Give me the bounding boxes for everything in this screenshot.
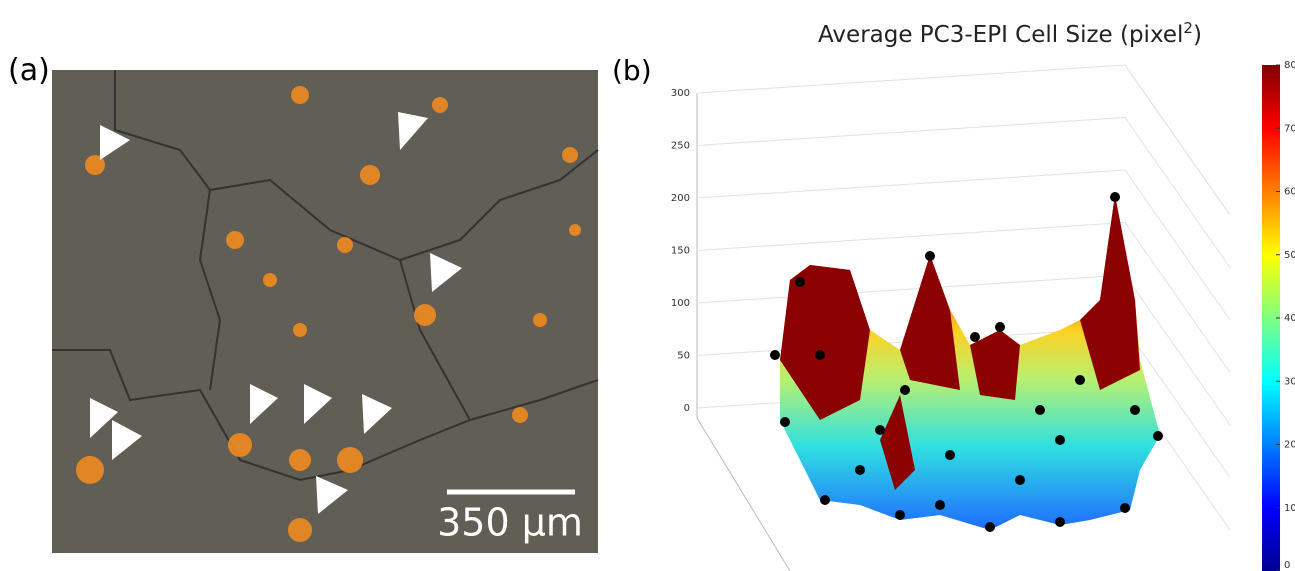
z-tick-label: 100 xyxy=(671,298,690,309)
colorbar-tick-label: 50 xyxy=(1284,250,1295,261)
z-tick-label: 200 xyxy=(671,193,690,204)
title-text: Average PC3-EPI Cell Size (pixel xyxy=(818,22,1183,48)
title-superscript: 2 xyxy=(1183,19,1193,37)
colorbar-tick-label: 30 xyxy=(1284,376,1295,387)
chart-title: Average PC3-EPI Cell Size (pixel2) xyxy=(818,19,1202,48)
panel-label: (b) xyxy=(612,54,652,87)
colorbar-tick-label: 10 xyxy=(1284,503,1295,514)
z-tick-label: 250 xyxy=(671,141,690,152)
panel-label: (a) xyxy=(8,53,50,88)
colorbar-tick-label: 20 xyxy=(1284,440,1295,451)
colorbar-tick-label: 80 xyxy=(1284,60,1295,71)
colorbar-tick-label: 70 xyxy=(1284,123,1295,134)
surface xyxy=(770,190,1170,532)
figure: (a) 350 µm (b) Average PC3-EPI Cell Size… xyxy=(0,0,1295,571)
micrograph xyxy=(52,70,598,553)
z-tick-label: 300 xyxy=(671,88,690,99)
z-tick-label: 0 xyxy=(684,403,690,414)
colorbar-tick-label: 0 xyxy=(1284,560,1290,571)
title-suffix: ) xyxy=(1193,22,1202,48)
z-tick-label: 50 xyxy=(677,351,690,362)
colorbar-tick-label: 60 xyxy=(1284,187,1295,198)
scale-bar-label: 350 µm xyxy=(437,501,583,545)
colorbar-tick-label: 40 xyxy=(1284,313,1295,324)
z-tick-label: 150 xyxy=(671,246,690,257)
